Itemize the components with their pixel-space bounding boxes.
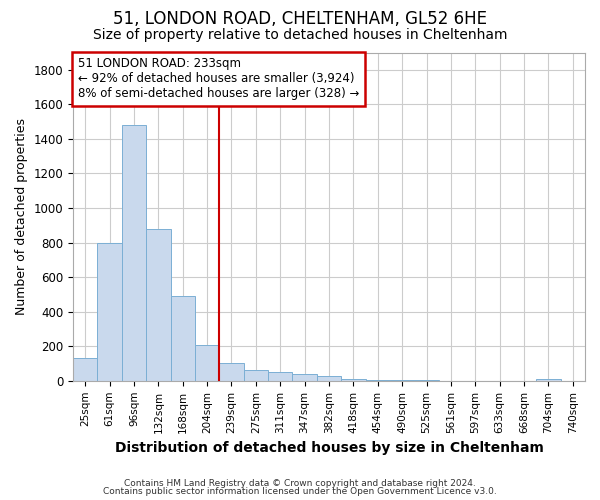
Bar (244, 370, 268, 381)
Bar (317, 376, 341, 381)
X-axis label: Distribution of detached houses by size in Cheltenham: Distribution of detached houses by size … (115, 441, 544, 455)
Bar (122, 125, 146, 381)
Bar (73, 358, 97, 381)
Bar (365, 380, 390, 381)
Text: Contains public sector information licensed under the Open Government Licence v3: Contains public sector information licen… (103, 487, 497, 496)
Bar (536, 378, 560, 381)
Bar (292, 374, 317, 381)
Bar (341, 379, 365, 381)
Text: Contains HM Land Registry data © Crown copyright and database right 2024.: Contains HM Land Registry data © Crown c… (124, 478, 476, 488)
Bar (220, 362, 244, 381)
Bar (146, 229, 170, 381)
Bar (97, 242, 122, 381)
Bar (170, 296, 195, 381)
Y-axis label: Number of detached properties: Number of detached properties (15, 118, 28, 315)
Bar (268, 372, 292, 381)
Text: 51, LONDON ROAD, CHELTENHAM, GL52 6HE: 51, LONDON ROAD, CHELTENHAM, GL52 6HE (113, 10, 487, 28)
Text: 51 LONDON ROAD: 233sqm
← 92% of detached houses are smaller (3,924)
8% of semi-d: 51 LONDON ROAD: 233sqm ← 92% of detached… (78, 58, 359, 100)
Text: Size of property relative to detached houses in Cheltenham: Size of property relative to detached ho… (93, 28, 507, 42)
Bar (195, 346, 220, 381)
